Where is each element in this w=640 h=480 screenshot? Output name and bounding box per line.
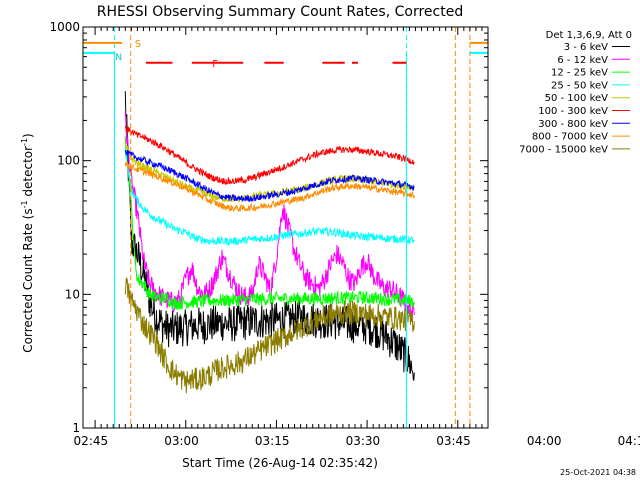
x-axis-label: Start Time (26-Aug-14 02:35:42) xyxy=(182,456,378,470)
legend-entry-label: 100 - 300 keV xyxy=(538,106,608,117)
series-line xyxy=(124,136,415,310)
footer-date: 25-Oct-2021 04:38 xyxy=(560,468,636,477)
x-tick-label: 03:00 xyxy=(164,434,199,448)
plot-area: S N F 1 10 100 1000 02:45 03:00 03:15 03:30 03:45 04… xyxy=(49,20,640,448)
legend-entry-label: 800 - 7000 keV xyxy=(532,132,608,143)
legend-header: Det 1,3,6,9, Att 0 xyxy=(546,30,632,41)
y-axis-label-exponent: -1 xyxy=(20,200,29,208)
y-tick-label: 10 xyxy=(65,287,80,301)
y-tick-label: 100 xyxy=(57,154,80,168)
legend-entry-label: 300 - 800 keV xyxy=(538,119,608,130)
series-line xyxy=(124,125,415,186)
x-tick-label: 04:15 xyxy=(618,434,640,448)
n-flag-label: N xyxy=(115,53,122,63)
legend: Det 1,3,6,9, Att 0 3 - 6 keV 6 - 12 keV 12… xyxy=(519,30,632,155)
legend-entry-label: 50 - 100 keV xyxy=(545,93,609,104)
series-line xyxy=(124,150,415,203)
series-line xyxy=(124,148,415,247)
x-tick-label: 03:30 xyxy=(346,434,381,448)
plot-frame xyxy=(82,26,489,429)
legend-entry-label: 7000 - 15000 keV xyxy=(519,144,608,155)
legend-entry-label: 6 - 12 keV xyxy=(557,55,608,66)
series-line xyxy=(124,161,415,213)
y-tick-label: 1000 xyxy=(49,20,80,34)
legend-entry-label: 12 - 25 keV xyxy=(551,68,608,79)
y-axis-label-part: ) xyxy=(21,133,35,138)
x-tick-label: 03:45 xyxy=(436,434,471,448)
y-axis-label-part: Corrected Count Rate (s xyxy=(21,208,35,352)
y-axis-label: Corrected Count Rate (s-1 detector-1) xyxy=(20,133,35,352)
series-line xyxy=(124,111,415,321)
x-tick-label: 03:15 xyxy=(255,434,290,448)
s-flag-label: S xyxy=(135,39,141,50)
series-line xyxy=(124,277,415,394)
plot-clip-group xyxy=(83,27,488,428)
x-tick-label: 02:45 xyxy=(74,434,109,448)
legend-entry-label: 3 - 6 keV xyxy=(564,42,608,53)
legend-entry-label: 25 - 50 keV xyxy=(551,80,608,91)
y-axis-label-exponent: -1 xyxy=(20,138,29,146)
chart-title: RHESSI Observing Summary Count Rates, Co… xyxy=(97,4,463,20)
x-tick-label: 04:00 xyxy=(527,434,562,448)
y-tick-label: 1 xyxy=(72,421,80,435)
f-flag-label: F xyxy=(212,59,218,70)
y-axis-label-part: detector xyxy=(21,146,35,201)
